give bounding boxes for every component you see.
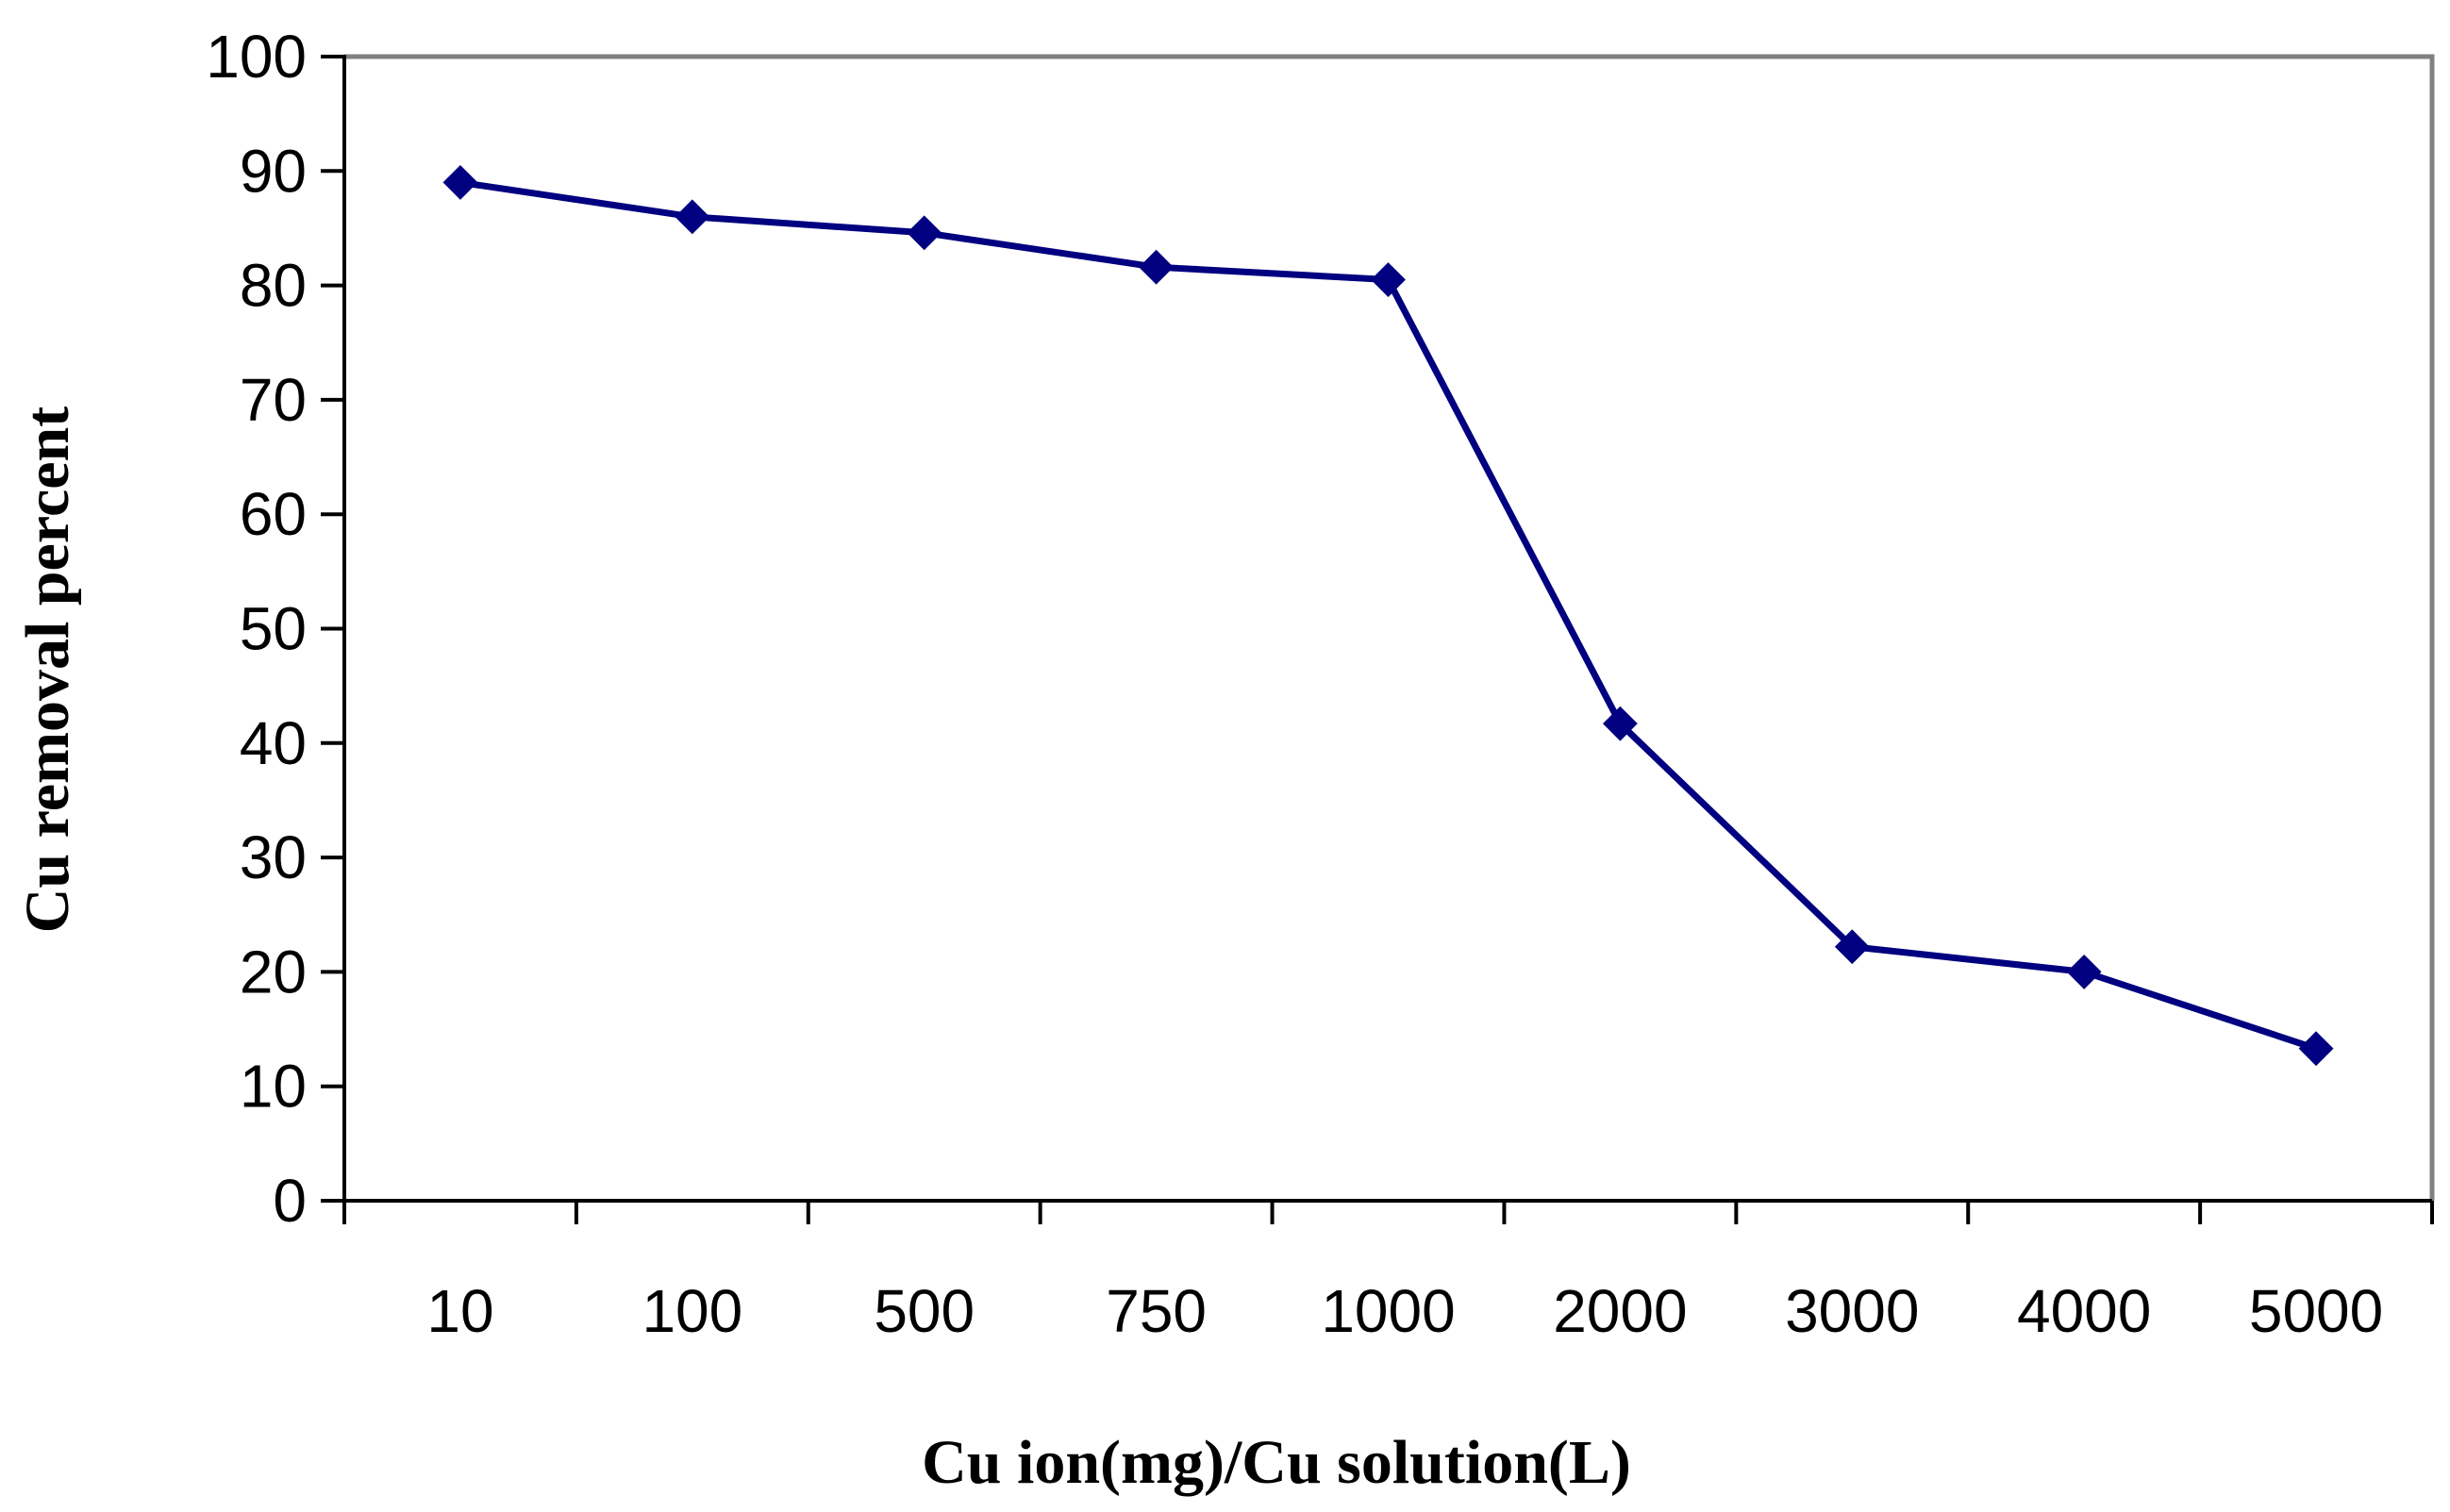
plot-area (344, 54, 2435, 1201)
y-tick-label: 40 (240, 709, 307, 777)
y-tick-label: 100 (206, 23, 307, 91)
x-tick-label: 4000 (2017, 1277, 2151, 1345)
y-axis: 0 10 20 30 40 50 60 70 80 90 100 (206, 23, 346, 1235)
y-tick-label: 30 (240, 823, 307, 891)
data-point-marker (907, 215, 942, 251)
y-tick-label: 50 (240, 595, 307, 663)
y-tick-label: 90 (240, 137, 307, 205)
data-point-marker (1834, 929, 1870, 965)
x-tick-label: 750 (1106, 1277, 1207, 1345)
y-tick-label: 0 (273, 1167, 307, 1235)
data-point-marker (1602, 706, 1638, 741)
x-axis-title: Cu ion(mg)/Cu solution(L) (922, 1428, 1631, 1497)
y-tick-label: 10 (240, 1053, 307, 1121)
y-axis-title: Cu removal percent (13, 407, 82, 933)
data-point-marker (2298, 1031, 2334, 1067)
x-axis: 10 100 500 750 1000 2000 3000 4000 5000 (342, 1199, 2434, 1345)
x-tick-label: 1000 (1321, 1277, 1455, 1345)
data-point-marker (1371, 262, 1406, 297)
x-tick-label: 100 (642, 1277, 742, 1345)
y-tick-label: 60 (240, 480, 307, 548)
x-tick-label: 10 (426, 1277, 493, 1345)
data-point-marker (442, 165, 478, 200)
series-layer (442, 165, 2334, 1067)
x-tick-label: 2000 (1553, 1277, 1687, 1345)
x-tick-label: 3000 (1785, 1277, 1919, 1345)
x-tick-label: 5000 (2249, 1277, 2383, 1345)
y-tick-label: 20 (240, 938, 307, 1005)
data-point-marker (2066, 954, 2102, 989)
x-tick-label: 500 (874, 1277, 975, 1345)
data-point-marker (675, 199, 710, 235)
y-tick-label: 80 (240, 252, 307, 320)
y-tick-label: 70 (240, 366, 307, 434)
plot-border (344, 54, 2435, 1201)
series-line (459, 178, 2318, 1052)
data-point-marker (1139, 249, 1175, 285)
